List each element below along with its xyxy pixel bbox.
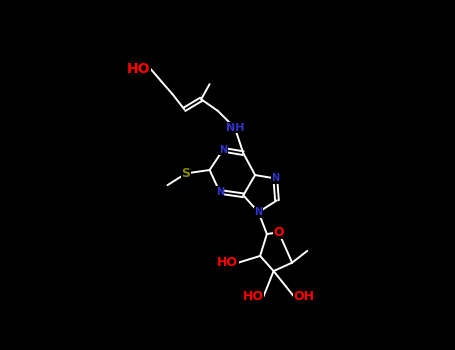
Text: NH: NH [226,123,244,133]
Text: N: N [219,145,227,155]
Text: OH: OH [294,290,315,303]
Text: S: S [182,167,191,180]
Text: N: N [216,187,224,197]
Text: HO: HO [127,62,151,76]
Text: N: N [254,207,263,217]
Text: HO: HO [243,290,263,303]
Text: HO: HO [217,256,238,269]
Text: O: O [273,226,284,239]
Text: N: N [271,174,279,183]
